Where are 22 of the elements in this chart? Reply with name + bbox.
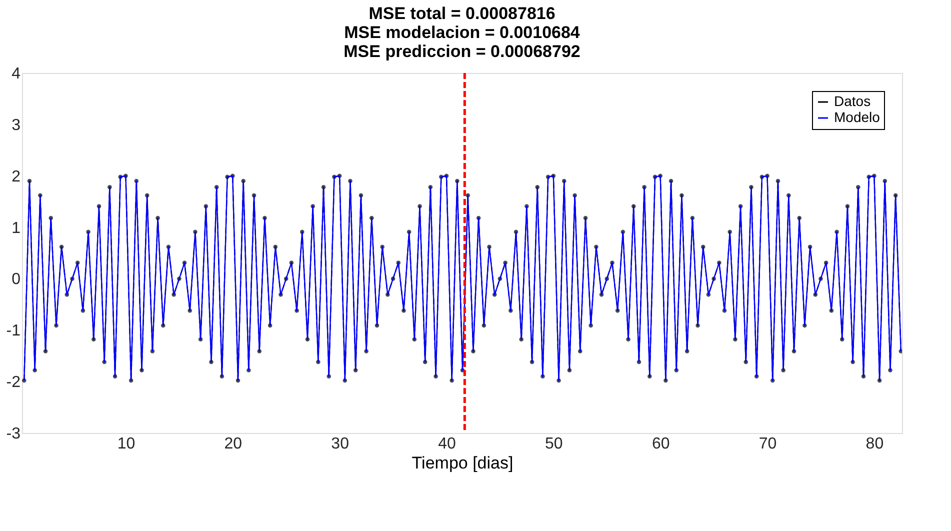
legend-label: Datos [834,93,871,109]
x-tick-label: 50 [545,436,563,452]
y-tick-label: -3 [6,426,21,442]
x-tick-label: 20 [224,436,242,452]
y-tick-label: 1 [12,220,21,237]
x-tick-label: 40 [438,436,456,452]
text: MSE modelacion = 0.0010684 [344,23,580,42]
legend-label: Modelo [834,109,880,125]
x-tick-label: 10 [117,436,136,452]
x-axis-title: Tiempo [dias] [412,454,514,472]
y-tick-label: 2 [12,168,21,186]
y-tick-label: -2 [6,374,21,392]
text: MSE total = 0.00087816 [368,4,556,23]
y-tick-label: 3 [12,116,21,134]
x-tick-label: 60 [652,436,670,452]
x-tick-label: 70 [758,436,777,452]
y-tick-label: -1 [6,322,21,340]
y-tick-label: 0 [12,271,21,288]
x-tick-label: 30 [331,436,350,452]
text: MSE prediccion = 0.00068792 [344,42,580,61]
y-tick-label: 4 [12,66,21,82]
x-tick-label: 80 [866,436,884,452]
